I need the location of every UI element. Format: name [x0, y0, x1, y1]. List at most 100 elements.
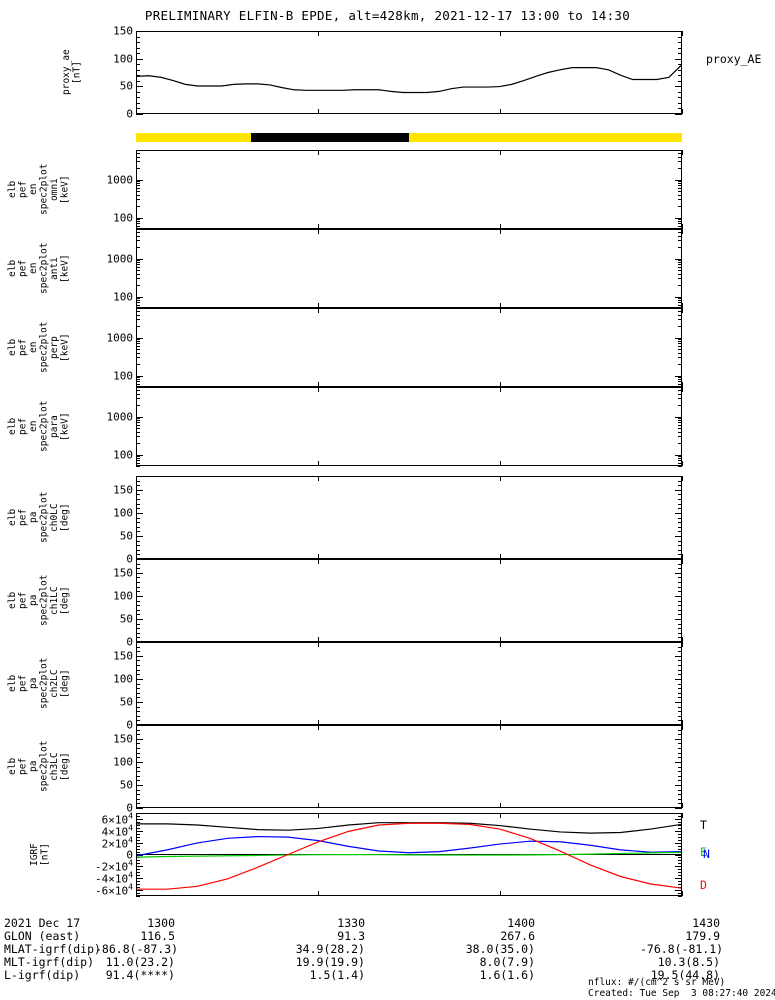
footer-value-r1-c0: 116.5: [140, 929, 175, 943]
ytick-minor-right: [678, 337, 682, 339]
ytick-minor-right: [678, 715, 682, 717]
ytick-minor: [136, 893, 140, 895]
ytick-minor: [136, 191, 140, 192]
ytick-minor: [136, 623, 140, 625]
ytick-minor-right: [678, 651, 682, 653]
ytick-minor: [136, 595, 140, 597]
ytick-minor-right: [678, 729, 682, 731]
ytick-minor: [136, 775, 140, 777]
ytick-minor: [136, 217, 140, 219]
ytick-minor-right: [678, 748, 682, 750]
ytick-minor: [136, 337, 140, 339]
ytick-minor: [136, 229, 140, 230]
xtick: [682, 725, 683, 730]
ytick-minor: [136, 821, 140, 823]
ytick-minor-right: [678, 375, 682, 377]
ytick-minor: [136, 784, 140, 786]
ytick-minor-right: [678, 428, 682, 429]
ytick-minor: [136, 896, 140, 897]
xtick: [500, 554, 501, 559]
xtick: [500, 637, 501, 642]
ytick-minor-right: [678, 824, 682, 826]
ytick-minor-right: [678, 784, 682, 786]
ytick-minor: [136, 36, 140, 38]
ytick-minor-right: [678, 499, 682, 501]
ytick-minor: [136, 247, 140, 249]
ytick-minor-right: [678, 273, 682, 275]
footer-value-r0-c0: 1300: [147, 916, 175, 930]
xtick: [682, 813, 683, 818]
ytick-minor: [136, 851, 140, 853]
panel-proxy-ae: [136, 31, 682, 114]
ytick-minor-right: [678, 678, 682, 680]
ytick-minor-right: [678, 345, 682, 347]
ytick-minor-right: [678, 225, 682, 227]
xtick: [136, 109, 137, 114]
ytick-minor-right: [678, 771, 682, 773]
ytick-minor-right: [678, 264, 682, 266]
ytick-minor: [136, 600, 140, 602]
ytick-minor-right: [678, 393, 682, 395]
xtick: [500, 109, 501, 114]
xtick: [318, 382, 319, 387]
ytick-minor: [136, 582, 140, 584]
xtick: [136, 150, 137, 155]
footer-label-0: 2021 Dec 17: [4, 916, 81, 930]
ytick-minor-right: [678, 860, 682, 862]
ytick-label-proxy-ae-2: 100: [113, 52, 133, 66]
yaxis-proxy-ae: 0 50 100 150: [0, 25, 136, 121]
ytick-minor-right: [678, 229, 682, 230]
footer-value-r2-c3: -76.8(-81.1): [640, 942, 724, 956]
ytick-minor-right: [678, 458, 682, 460]
ytick-minor-right: [678, 379, 682, 381]
ytick-label-igrf-3: 0: [126, 848, 133, 861]
ytick-minor-right: [678, 153, 682, 154]
ytick-minor: [136, 642, 140, 643]
ytick-minor-right: [678, 775, 682, 777]
footer-value-r1-c2: 267.6: [500, 929, 535, 943]
ytick-minor-right: [678, 815, 682, 817]
ytick-minor: [136, 390, 140, 391]
ytick-label-en-perp-1: 1000: [106, 331, 134, 345]
ytick-minor-right: [678, 75, 682, 77]
ytick-minor: [136, 771, 140, 773]
ytick-minor: [136, 153, 140, 154]
xtick: [136, 637, 137, 642]
xtick: [500, 31, 501, 36]
ytick-minor: [136, 651, 140, 653]
ytick-minor: [136, 857, 140, 859]
ytick-minor: [136, 586, 140, 588]
ytick-minor: [136, 161, 140, 163]
xtick: [500, 891, 501, 896]
ytick-minor: [136, 531, 140, 533]
ytick-minor: [136, 494, 140, 496]
ytick-minor: [136, 326, 140, 328]
ytick-minor-right: [678, 343, 682, 345]
ytick-minor-right: [678, 577, 682, 579]
ytick-minor-right: [678, 808, 682, 809]
ytick-minor: [136, 715, 140, 717]
panel-en-para: [136, 387, 682, 466]
ytick-label-en-anti-1: 1000: [106, 252, 134, 266]
ytick-minor: [136, 375, 140, 377]
ytick-label-proxy-ae-1: 50: [119, 79, 133, 93]
ytick-minor-right: [678, 642, 682, 643]
ytick-minor-right: [678, 554, 682, 556]
ytick-minor: [136, 240, 140, 242]
xtick: [318, 387, 319, 392]
ytick-minor-right: [678, 339, 682, 341]
ytick-minor: [136, 725, 140, 726]
ytick-label-igrf-1: -4×104: [95, 870, 133, 886]
xtick: [318, 642, 319, 647]
footer-label-2: MLAT-igrf(dip): [4, 942, 101, 956]
yaxis-en-omni: 100 1000: [0, 150, 136, 229]
ytick-minor-right: [678, 416, 682, 418]
ytick-label-pa-ch0lc-3: 150: [113, 483, 133, 497]
ytick-minor: [136, 266, 140, 268]
ytick-minor: [136, 428, 140, 429]
ytick-label-pa-ch1lc-2: 100: [113, 589, 133, 603]
ytick-minor: [136, 813, 140, 814]
yaxis-pa-ch1lc: 0 50 100 150: [0, 559, 136, 648]
ytick-minor: [136, 341, 140, 343]
ytick-minor-right: [678, 300, 682, 302]
